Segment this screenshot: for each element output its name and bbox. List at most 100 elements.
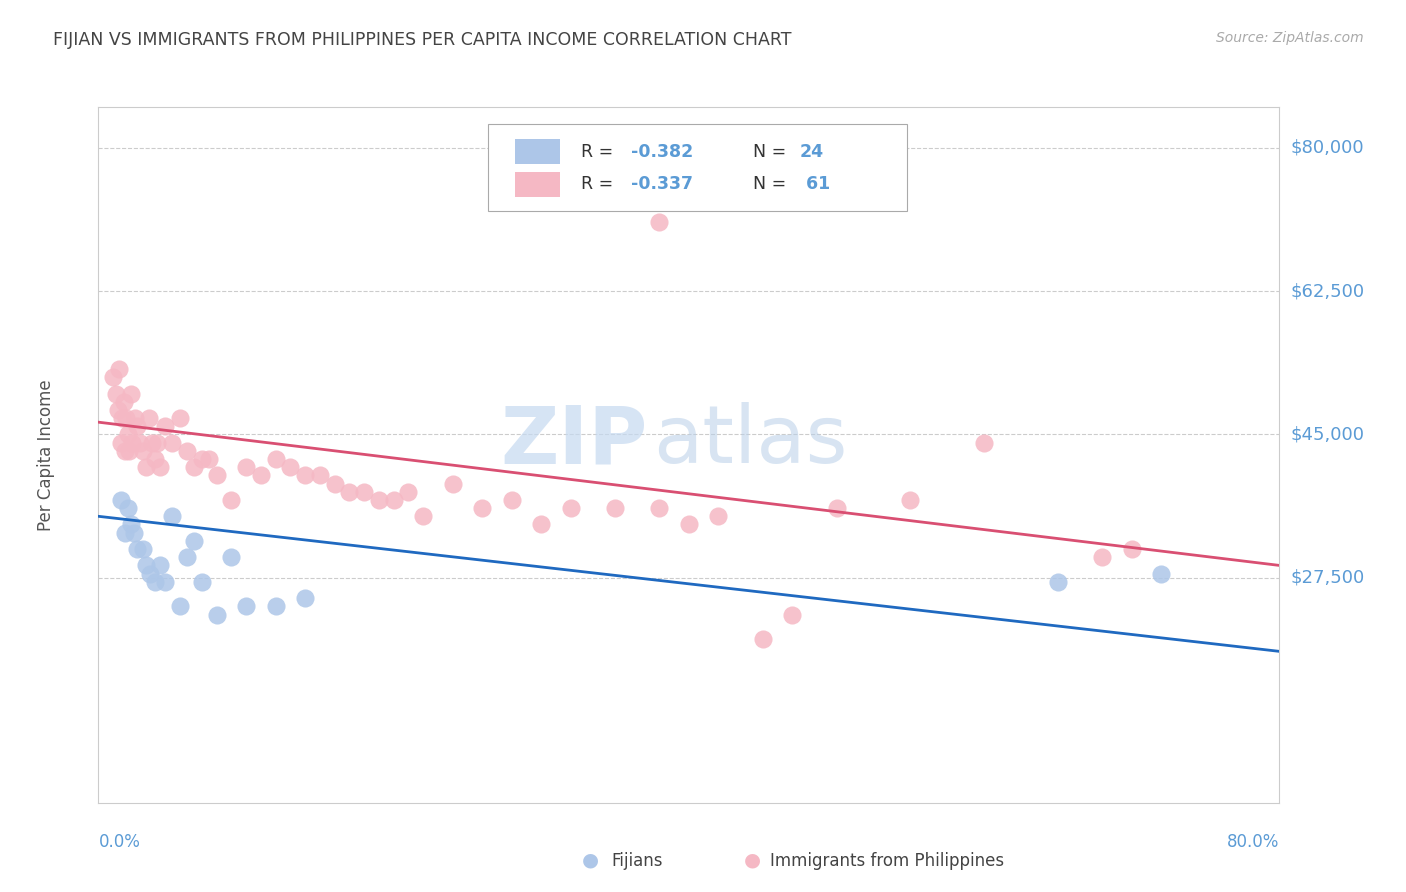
Text: $62,500: $62,500	[1291, 282, 1365, 301]
Point	[117, 501, 139, 516]
Point	[120, 386, 142, 401]
Point	[294, 468, 316, 483]
Text: 24: 24	[800, 143, 824, 161]
Point	[118, 443, 141, 458]
Point	[112, 394, 135, 409]
Point	[139, 566, 162, 581]
Point	[264, 599, 287, 614]
Point	[323, 476, 346, 491]
Text: $45,000: $45,000	[1291, 425, 1365, 443]
Point	[1091, 550, 1114, 565]
Point	[501, 492, 523, 507]
Point	[235, 599, 257, 614]
Point	[132, 542, 155, 557]
Point	[309, 468, 332, 483]
Point	[751, 632, 773, 646]
Text: ZIP: ZIP	[501, 402, 648, 480]
Text: $27,500: $27,500	[1291, 569, 1365, 587]
Point	[191, 574, 214, 589]
Point	[110, 492, 132, 507]
Point	[141, 435, 163, 450]
Point	[353, 484, 375, 499]
Text: Immigrants from Philippines: Immigrants from Philippines	[770, 852, 1005, 870]
Text: ●: ●	[744, 851, 761, 870]
Point	[198, 452, 221, 467]
Text: 80.0%: 80.0%	[1227, 833, 1279, 851]
Point	[143, 574, 166, 589]
Point	[176, 443, 198, 458]
Text: 61: 61	[800, 175, 830, 194]
Point	[103, 370, 125, 384]
Point	[162, 435, 183, 450]
Text: Fijians: Fijians	[612, 852, 664, 870]
Text: Per Capita Income: Per Capita Income	[37, 379, 55, 531]
Point	[707, 509, 730, 524]
Text: $80,000: $80,000	[1291, 139, 1364, 157]
Point	[135, 460, 157, 475]
Point	[135, 558, 157, 573]
Text: N =: N =	[752, 143, 792, 161]
Point	[1150, 566, 1173, 581]
Point	[128, 435, 150, 450]
Point	[1046, 574, 1069, 589]
Point	[132, 443, 155, 458]
FancyBboxPatch shape	[516, 172, 560, 197]
Text: atlas: atlas	[654, 402, 848, 480]
Point	[110, 435, 132, 450]
Point	[146, 435, 169, 450]
Point	[121, 435, 143, 450]
Text: ●: ●	[582, 851, 599, 870]
Point	[183, 533, 205, 548]
Point	[219, 492, 243, 507]
Point	[105, 386, 128, 401]
Text: N =: N =	[752, 175, 792, 194]
FancyBboxPatch shape	[488, 124, 907, 211]
Point	[138, 411, 160, 425]
Point	[219, 550, 243, 565]
Point	[153, 574, 176, 589]
Point	[115, 411, 138, 425]
Point	[294, 591, 316, 606]
Point	[782, 607, 804, 622]
Point	[108, 362, 131, 376]
Point	[648, 501, 671, 516]
FancyBboxPatch shape	[516, 139, 560, 164]
Point	[169, 599, 191, 614]
Point	[169, 411, 191, 425]
Point	[191, 452, 214, 467]
Point	[235, 460, 257, 475]
Point	[900, 492, 922, 507]
Point	[117, 427, 139, 442]
Point	[111, 411, 134, 425]
Point	[125, 419, 148, 434]
Point	[205, 607, 228, 622]
Point	[396, 484, 419, 499]
Point	[120, 517, 142, 532]
Point	[205, 468, 228, 483]
Point	[143, 452, 166, 467]
Point	[441, 476, 464, 491]
Point	[114, 443, 136, 458]
Point	[412, 509, 434, 524]
Point	[114, 525, 136, 540]
Point	[648, 214, 671, 228]
Point	[605, 501, 627, 516]
Text: -0.382: -0.382	[631, 143, 693, 161]
Point	[183, 460, 205, 475]
Point	[124, 411, 146, 425]
Point	[678, 517, 700, 532]
Point	[250, 468, 273, 483]
Point	[530, 517, 553, 532]
Point	[122, 525, 145, 540]
Point	[825, 501, 848, 516]
Point	[278, 460, 302, 475]
Text: -0.337: -0.337	[631, 175, 693, 194]
Point	[560, 501, 582, 516]
Point	[107, 403, 129, 417]
Point	[471, 501, 494, 516]
Text: Source: ZipAtlas.com: Source: ZipAtlas.com	[1216, 31, 1364, 45]
Point	[149, 558, 172, 573]
Point	[337, 484, 360, 499]
Point	[368, 492, 391, 507]
Text: FIJIAN VS IMMIGRANTS FROM PHILIPPINES PER CAPITA INCOME CORRELATION CHART: FIJIAN VS IMMIGRANTS FROM PHILIPPINES PE…	[53, 31, 792, 49]
